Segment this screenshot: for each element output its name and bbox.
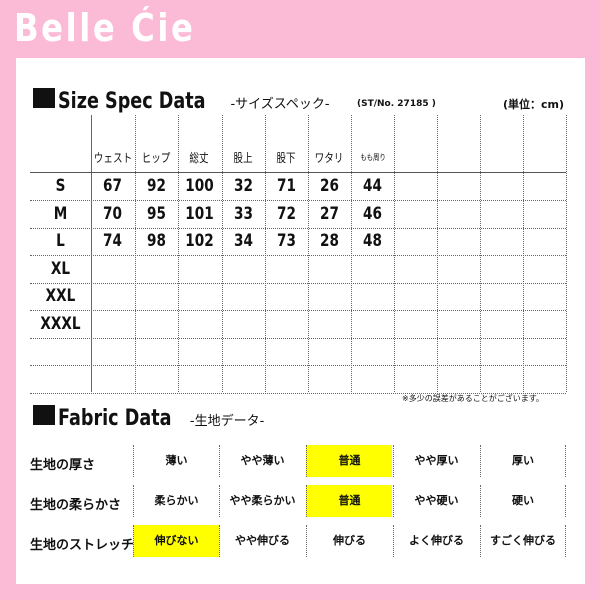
row-divider <box>30 365 566 366</box>
fabric-row-label: 生地の柔らかさ <box>30 498 122 513</box>
fabric-option: 柔らかい <box>133 485 219 517</box>
fabric-option: よく伸びる <box>393 525 479 557</box>
column-header: 股下 <box>265 146 308 170</box>
unit-label: (単位：cm) <box>503 98 565 111</box>
fabric-title: Fabric Data -生地データ- <box>33 405 264 431</box>
fabric-option: やや硬い <box>393 485 479 517</box>
size-value: 98 <box>147 231 166 251</box>
size-value: 73 <box>277 231 296 251</box>
size-label: L <box>56 231 65 251</box>
header-divider <box>30 172 566 173</box>
size-value: 74 <box>103 231 122 251</box>
fabric-option: やや厚い <box>393 445 479 477</box>
size-value: 33 <box>234 203 253 224</box>
fabric-option: 伸びない <box>133 525 219 557</box>
square-bullet-icon <box>33 88 55 108</box>
square-bullet-icon <box>33 405 55 425</box>
size-value: 48 <box>363 231 382 251</box>
column-header-label: ワタリ <box>315 151 344 165</box>
size-value: 100 <box>185 176 214 196</box>
column-header <box>523 146 566 170</box>
row-divider <box>30 337 566 339</box>
size-value: 95 <box>147 203 166 224</box>
size-label: S <box>55 176 66 196</box>
fabric-option: やや柔らかい <box>219 485 305 517</box>
column-divider <box>265 115 266 392</box>
column-header: 股上 <box>222 146 265 170</box>
row-divider <box>30 255 566 256</box>
size-value: 32 <box>234 176 253 196</box>
column-divider <box>394 115 395 392</box>
size-label: XL <box>50 258 71 279</box>
size-value: 70 <box>103 203 122 224</box>
content-panel <box>16 58 585 584</box>
column-header-label: 総丈 <box>189 151 210 165</box>
size-label: XXL <box>45 286 76 306</box>
size-value: 34 <box>234 231 253 251</box>
row-divider <box>30 227 566 229</box>
size-value: 67 <box>103 176 122 196</box>
column-header <box>480 146 523 170</box>
size-value: 46 <box>363 203 382 224</box>
fabric-option: やや伸びる <box>219 525 305 557</box>
fabric-option: 厚い <box>480 445 566 477</box>
fabric-option: やや薄い <box>219 445 305 477</box>
column-header: ヒップ <box>135 146 178 170</box>
column-header: ワタリ <box>308 146 351 170</box>
column-divider <box>135 115 136 392</box>
row-divider <box>30 392 566 394</box>
size-value: 72 <box>277 203 296 224</box>
column-header: もも周り <box>351 146 394 170</box>
column-header: ウェスト <box>91 146 134 170</box>
size-value: 71 <box>277 176 296 196</box>
size-label: M <box>53 203 68 224</box>
column-divider <box>351 115 352 392</box>
fabric-row-label: 生地のストレッチ性 <box>30 538 148 553</box>
size-value: 102 <box>185 231 214 251</box>
size-value: 101 <box>185 203 214 224</box>
column-divider <box>480 115 481 392</box>
size-value: 26 <box>320 176 339 196</box>
column-header-label: 股上 <box>233 151 254 165</box>
fabric-option: 硬い <box>480 485 566 517</box>
style-number: (ST/No. 27185 ) <box>357 99 436 109</box>
column-divider <box>308 115 309 392</box>
size-spec-title: Size Spec Data -サイズスペック- <box>33 88 330 114</box>
column-header <box>394 146 437 170</box>
column-header-label: もも周り <box>359 153 386 162</box>
column-divider <box>437 115 438 392</box>
column-divider <box>222 115 223 392</box>
row-divider <box>30 200 566 201</box>
column-divider <box>566 115 567 392</box>
size-label: XXXL <box>40 313 81 334</box>
column-divider <box>91 115 92 392</box>
column-header-label: ヒップ <box>142 151 171 165</box>
tolerance-note: ※多少の誤差があることがございます。 <box>402 394 544 403</box>
fabric-option: 伸びる <box>306 525 392 557</box>
fabric-option: すごく伸びる <box>480 525 566 557</box>
fabric-option: 普通 <box>306 445 392 477</box>
column-divider <box>523 115 524 392</box>
column-header <box>437 146 480 170</box>
size-value: 44 <box>363 176 382 196</box>
fabric-option: 薄い <box>133 445 219 477</box>
row-divider <box>30 282 566 284</box>
size-value: 27 <box>320 203 339 224</box>
column-header-label: 股下 <box>276 151 297 165</box>
fabric-option: 普通 <box>306 485 392 517</box>
fabric-row-label: 生地の厚さ <box>30 458 96 473</box>
column-header: 総丈 <box>178 146 221 170</box>
size-value: 92 <box>147 176 166 196</box>
column-header-label: ウェスト <box>93 151 132 165</box>
row-divider <box>30 310 566 311</box>
brand-logo: Belle Ćie <box>14 6 196 50</box>
size-value: 28 <box>320 231 339 251</box>
column-divider <box>178 115 179 392</box>
